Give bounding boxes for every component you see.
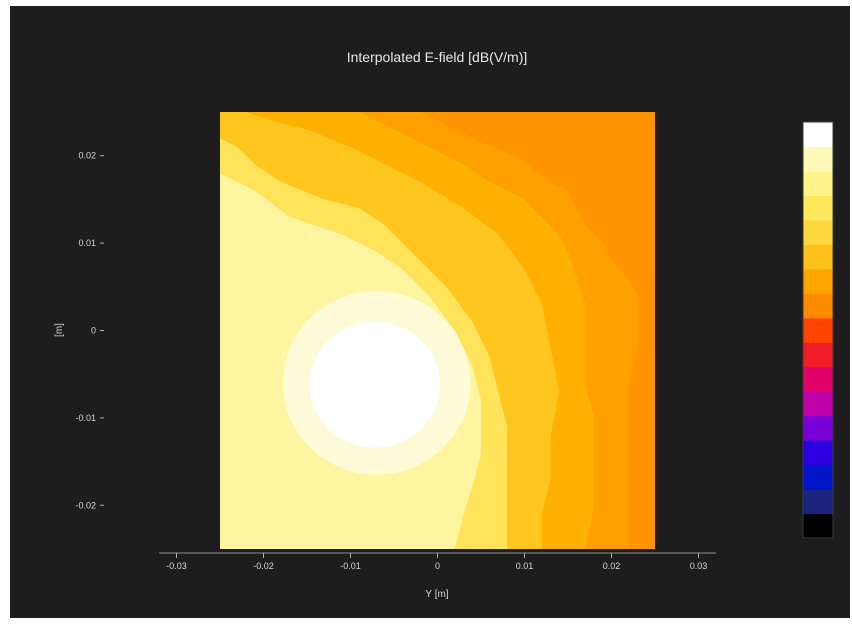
colorbar-swatch [803, 415, 833, 441]
x-tick-label: -0.02 [253, 561, 274, 571]
colorbar-swatch [803, 219, 833, 245]
colorbar-swatch [803, 244, 833, 270]
colorbar-swatch [803, 366, 833, 392]
x-tick-label: 0.03 [690, 561, 708, 571]
colorbar-swatch [803, 122, 833, 148]
colorbar-swatch [803, 489, 833, 515]
heatmap-peak-ellipse-1 [309, 321, 441, 448]
y-tick-label: 0.01 [78, 238, 96, 248]
colorbar-swatch [803, 195, 833, 221]
y-tick-label: -0.02 [75, 500, 96, 510]
chart-title: Interpolated E-field [dB(V/m)] [347, 49, 528, 65]
colorbar-swatch [803, 513, 833, 539]
x-tick-label: -0.01 [340, 561, 361, 571]
colorbar-swatch [803, 146, 833, 172]
colorbar-swatch [803, 464, 833, 490]
x-tick-label: 0 [435, 561, 440, 571]
colorbar-swatch [803, 268, 833, 294]
y-tick-label: 0.02 [78, 151, 96, 161]
x-tick-label: -0.03 [166, 561, 187, 571]
colorbar-border [802, 121, 834, 539]
x-axis-label: Y [m] [425, 589, 448, 600]
colorbar-swatch [803, 342, 833, 368]
y-tick-label: -0.01 [75, 413, 96, 423]
colorbar [802, 121, 834, 539]
x-tick-label: 0.02 [603, 561, 621, 571]
y-tick-label: 0 [91, 326, 96, 336]
heatmap-layer [220, 112, 655, 549]
colorbar-swatch [803, 317, 833, 343]
axes-layer: -0.03 -0.02 -0.01 0 0.01 0.02 0.03 0.02 0.01 0 -0.… [75, 151, 716, 571]
colorbar-swatch [803, 391, 833, 417]
y-axis-label: [m] [54, 323, 65, 337]
colorbar-swatch [803, 293, 833, 319]
colorbar-swatch [803, 170, 833, 197]
colorbar-swatch [803, 440, 833, 466]
x-tick-label: 0.01 [516, 561, 534, 571]
